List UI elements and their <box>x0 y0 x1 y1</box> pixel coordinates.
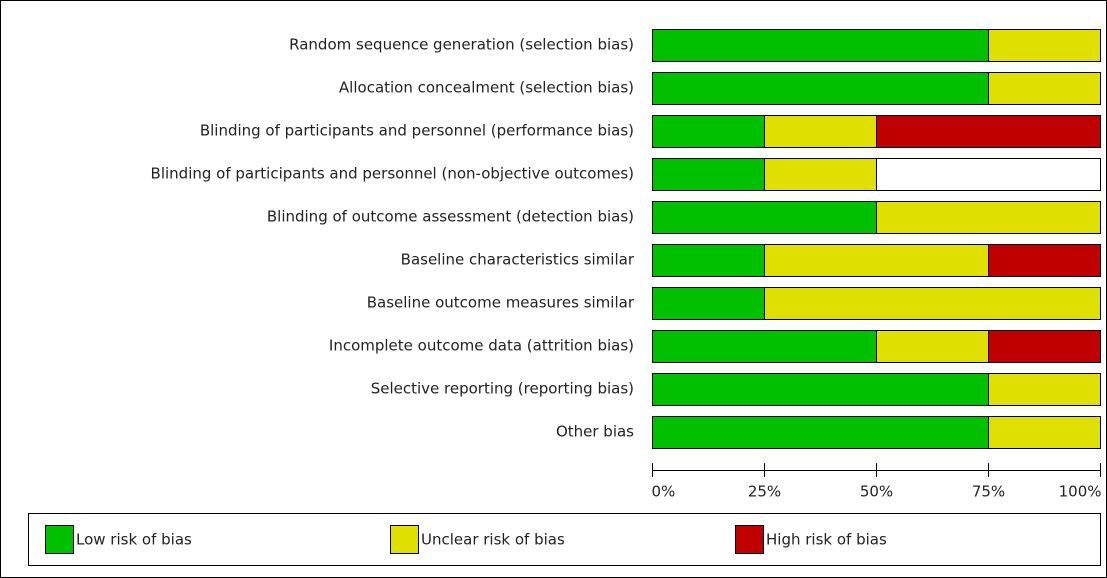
bar-segment <box>764 158 877 191</box>
legend-label: Low risk of bias <box>76 531 192 549</box>
bar-segment <box>652 373 989 406</box>
bar-segment <box>988 72 1101 105</box>
x-tick-label: 75% <box>972 483 1005 501</box>
bar-segment <box>652 201 877 234</box>
bar-segment <box>764 287 1101 320</box>
x-tick-label: 0% <box>652 483 676 501</box>
bar-segment <box>652 72 989 105</box>
legend-box <box>28 513 1101 566</box>
legend-swatch <box>390 525 419 554</box>
legend-swatch <box>45 525 74 554</box>
bar-segment <box>988 330 1101 363</box>
category-label: Blinding of participants and personnel (… <box>151 165 634 183</box>
category-label: Selective reporting (reporting bias) <box>371 380 634 398</box>
x-tick-label: 25% <box>748 483 781 501</box>
legend-label: Unclear risk of bias <box>421 531 565 549</box>
bar-segment <box>652 115 765 148</box>
bar-segment <box>988 416 1101 449</box>
x-tick-label: 50% <box>860 483 893 501</box>
bar-segment <box>876 115 1101 148</box>
bar-segment <box>652 287 765 320</box>
bar-segment <box>988 244 1101 277</box>
x-tick-label: 100% <box>1059 483 1102 501</box>
category-label: Baseline outcome measures similar <box>367 294 635 312</box>
category-label: Blinding of participants and personnel (… <box>200 122 634 140</box>
bar-segment <box>652 158 765 191</box>
category-label: Other bias <box>556 423 634 441</box>
bar-segment <box>988 29 1101 62</box>
category-label: Blinding of outcome assessment (detectio… <box>267 208 634 226</box>
bar-segment <box>876 330 989 363</box>
category-label: Allocation concealment (selection bias) <box>339 79 634 97</box>
bar-segment <box>652 244 765 277</box>
category-label: Incomplete outcome data (attrition bias) <box>329 337 634 355</box>
bar-segment <box>764 115 877 148</box>
bar-segment <box>652 330 877 363</box>
bar-segment <box>652 416 989 449</box>
bar-segment <box>876 201 1101 234</box>
bar-segment <box>764 244 989 277</box>
legend-swatch <box>735 525 764 554</box>
category-label: Baseline characteristics similar <box>401 251 635 269</box>
bar-segment <box>988 373 1101 406</box>
category-label: Random sequence generation (selection bi… <box>289 36 634 54</box>
legend-label: High risk of bias <box>766 531 887 549</box>
bar-segment <box>652 29 989 62</box>
